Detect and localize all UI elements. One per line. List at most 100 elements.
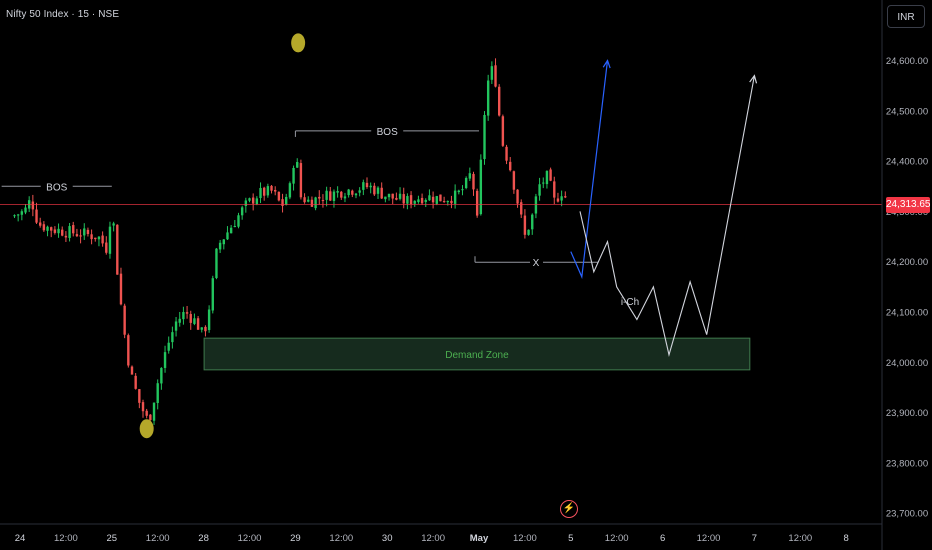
candle-body xyxy=(307,199,310,202)
candle-body xyxy=(97,236,101,240)
candle-body xyxy=(277,191,281,201)
candle-body xyxy=(472,173,475,190)
y-tick-label: 24,000.00 xyxy=(886,358,928,369)
candle-body xyxy=(285,196,288,205)
candle-body xyxy=(314,197,317,209)
candle-body xyxy=(420,197,424,204)
white-projection-path xyxy=(579,75,755,357)
x-tick-label: 12:00 xyxy=(238,533,262,544)
x-tick-label: 6 xyxy=(660,533,665,544)
candle-body xyxy=(391,193,394,199)
candlesticks xyxy=(13,58,567,425)
x-tick-label: 7 xyxy=(752,533,757,544)
candle-body xyxy=(127,335,130,366)
candle-body xyxy=(431,196,435,203)
candle-body xyxy=(130,366,134,375)
candle-body xyxy=(141,402,145,412)
candle-body xyxy=(516,189,519,204)
candle-body xyxy=(248,198,251,201)
candle-body xyxy=(442,201,446,203)
candle-body xyxy=(46,226,49,231)
candle-body xyxy=(387,193,391,198)
bos_2-label: BOS xyxy=(377,127,398,138)
candle-body xyxy=(384,196,387,200)
candle-body xyxy=(262,187,266,196)
candle-body xyxy=(457,190,461,193)
candle-body xyxy=(439,194,442,202)
candle-body xyxy=(42,224,46,231)
x-tick-label: 8 xyxy=(844,533,849,544)
candle-body xyxy=(369,185,372,188)
candle-body xyxy=(406,196,409,204)
candle-body xyxy=(336,191,339,193)
candle-body xyxy=(152,402,156,421)
candle-body xyxy=(61,229,64,236)
x-level-label: X xyxy=(533,258,540,269)
candle-body xyxy=(340,191,343,198)
candle-body xyxy=(16,214,20,216)
blue-projection-arrow xyxy=(602,59,611,69)
currency-button[interactable]: INR xyxy=(887,5,925,28)
candle-body xyxy=(545,170,549,185)
candle-body xyxy=(79,235,82,237)
x-tick-label: 12:00 xyxy=(54,533,78,544)
y-tick-label: 24,500.00 xyxy=(886,106,928,117)
candle-body xyxy=(475,190,479,216)
candle-body xyxy=(20,211,24,215)
candle-body xyxy=(119,273,123,305)
candle-body xyxy=(486,80,490,116)
y-tick-label: 23,700.00 xyxy=(886,509,928,520)
candle-body xyxy=(266,186,270,196)
y-tick-label: 24,600.00 xyxy=(886,56,928,67)
candle-body xyxy=(72,225,75,234)
candle-body xyxy=(57,228,60,234)
chart-title: Nifty 50 Index · 15 · NSE xyxy=(6,9,120,20)
lightning-icon[interactable]: ⚡ xyxy=(560,500,578,518)
marker-bottom xyxy=(139,419,154,439)
y-tick-label: 24,200.00 xyxy=(886,257,928,268)
y-tick-label: 23,900.00 xyxy=(886,408,928,419)
candle-body xyxy=(259,187,262,199)
candle-body xyxy=(38,222,42,226)
candle-body xyxy=(174,321,178,331)
candle-body xyxy=(105,242,108,253)
candle-body xyxy=(204,326,207,332)
candle-body xyxy=(329,191,332,201)
candle-body xyxy=(90,234,93,240)
annotations: BOS BOS Xi-Ch xyxy=(0,33,882,439)
candle-body xyxy=(365,182,369,188)
candle-body xyxy=(229,227,233,234)
candle-body xyxy=(303,197,306,203)
candle-body xyxy=(94,237,97,240)
candle-body xyxy=(413,200,416,204)
x-tick-label: 25 xyxy=(107,533,118,544)
i-ch-label: i-Ch xyxy=(621,297,639,308)
candle-body xyxy=(509,161,512,171)
candle-body xyxy=(251,197,255,204)
candle-body xyxy=(171,332,174,343)
candle-body xyxy=(233,225,237,228)
candle-body xyxy=(196,318,200,330)
x-tick-label: 12:00 xyxy=(788,533,812,544)
candle-body xyxy=(101,235,104,244)
candle-body xyxy=(83,228,86,236)
candle-body xyxy=(292,167,295,184)
candle-body xyxy=(274,189,277,192)
candle-body xyxy=(86,229,90,234)
candle-body xyxy=(542,182,545,184)
demand-zone xyxy=(203,337,751,371)
current-price-tag: 24,313.65 xyxy=(886,197,931,213)
x-tick-label: 12:00 xyxy=(329,533,353,544)
candle-body xyxy=(138,389,141,403)
candle-body xyxy=(494,65,497,87)
candle-body xyxy=(240,207,244,216)
candle-body xyxy=(310,199,314,207)
candle-body xyxy=(347,189,350,196)
marker-top xyxy=(291,33,306,53)
candle-body xyxy=(501,116,505,146)
candle-body xyxy=(207,309,211,330)
candle-body xyxy=(556,198,560,202)
candle-body xyxy=(428,195,431,201)
